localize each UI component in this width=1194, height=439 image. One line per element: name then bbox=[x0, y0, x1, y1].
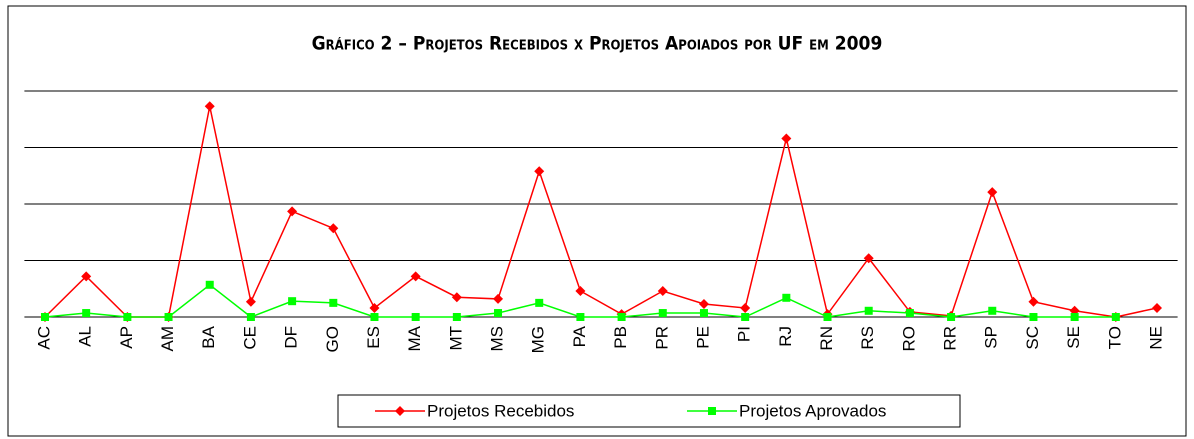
point bbox=[204, 101, 215, 112]
x-tick-label: MA bbox=[405, 325, 424, 351]
chart-title: Gráfico 2 – Projetos Recebidos x Projeto… bbox=[312, 33, 883, 55]
point bbox=[123, 313, 132, 321]
x-tick-label: RR bbox=[941, 326, 960, 351]
x-tick-label: PB bbox=[611, 326, 630, 349]
point bbox=[1111, 313, 1120, 321]
point bbox=[452, 313, 461, 321]
point bbox=[1029, 313, 1038, 321]
legend-label: Projetos Recebidos bbox=[427, 401, 574, 420]
point bbox=[81, 271, 92, 282]
x-tick-label: RO bbox=[899, 326, 918, 352]
point bbox=[246, 313, 255, 321]
x-tick-label: BA bbox=[199, 325, 218, 348]
x-tick-label: PI bbox=[735, 326, 754, 342]
point bbox=[329, 298, 338, 307]
x-tick-label: SE bbox=[1064, 326, 1083, 349]
x-tick-label: AP bbox=[117, 326, 136, 349]
point bbox=[698, 299, 709, 310]
x-tick-label: MT bbox=[446, 326, 465, 351]
x-tick-label: ES bbox=[364, 326, 383, 349]
x-tick-label: PR bbox=[652, 326, 671, 350]
point bbox=[535, 298, 544, 307]
x-tick-label: TO bbox=[1105, 326, 1124, 349]
x-tick-label: GO bbox=[323, 326, 342, 352]
point bbox=[905, 309, 914, 318]
point bbox=[699, 309, 708, 318]
point bbox=[740, 302, 751, 313]
legend-box bbox=[337, 394, 961, 428]
x-tick-label: RN bbox=[817, 326, 836, 351]
x-tick-label: AC bbox=[34, 326, 53, 350]
legend-label: Projetos Aprovados bbox=[739, 401, 886, 420]
point bbox=[40, 313, 49, 321]
point bbox=[657, 286, 668, 297]
point bbox=[782, 293, 791, 302]
point bbox=[245, 296, 256, 307]
series-line bbox=[44, 106, 1158, 318]
point bbox=[947, 313, 956, 321]
point bbox=[288, 297, 297, 306]
point bbox=[1028, 296, 1039, 307]
point bbox=[494, 309, 503, 318]
point bbox=[205, 280, 214, 289]
point bbox=[369, 302, 380, 313]
x-tick-label: PA bbox=[570, 325, 589, 347]
legend-marker bbox=[708, 407, 716, 415]
point bbox=[82, 309, 91, 318]
point bbox=[534, 166, 545, 177]
point bbox=[164, 313, 173, 321]
point bbox=[987, 187, 998, 198]
point bbox=[575, 286, 586, 297]
x-tick-label: AL bbox=[76, 326, 95, 347]
x-tick-label: RJ bbox=[776, 326, 795, 347]
x-tick-label: RS bbox=[858, 326, 877, 350]
point bbox=[451, 292, 462, 303]
point bbox=[370, 313, 379, 321]
chart-frame bbox=[7, 5, 1187, 437]
point bbox=[988, 306, 997, 315]
point bbox=[493, 293, 504, 304]
point bbox=[287, 206, 298, 217]
point bbox=[576, 313, 585, 321]
legend-marker bbox=[395, 406, 405, 416]
x-tick-label: SP bbox=[982, 326, 1001, 349]
point bbox=[863, 253, 874, 264]
point bbox=[328, 223, 339, 234]
x-tick-label: MG bbox=[529, 326, 548, 353]
point bbox=[410, 271, 421, 282]
x-tick-label: MS bbox=[488, 326, 507, 352]
point bbox=[741, 313, 750, 321]
point bbox=[781, 133, 792, 144]
point bbox=[1070, 313, 1079, 321]
point bbox=[1152, 302, 1163, 313]
x-tick-label: NE bbox=[1146, 326, 1165, 350]
x-tick-label: PE bbox=[693, 326, 712, 349]
point bbox=[864, 306, 873, 315]
x-tick-label: SC bbox=[1023, 326, 1042, 350]
x-tick-label: DF bbox=[282, 326, 301, 349]
point bbox=[411, 313, 420, 321]
x-tick-label: CE bbox=[240, 326, 259, 350]
point bbox=[617, 313, 626, 321]
x-tick-label: AM bbox=[158, 326, 177, 352]
point bbox=[658, 309, 667, 318]
point bbox=[823, 313, 832, 321]
